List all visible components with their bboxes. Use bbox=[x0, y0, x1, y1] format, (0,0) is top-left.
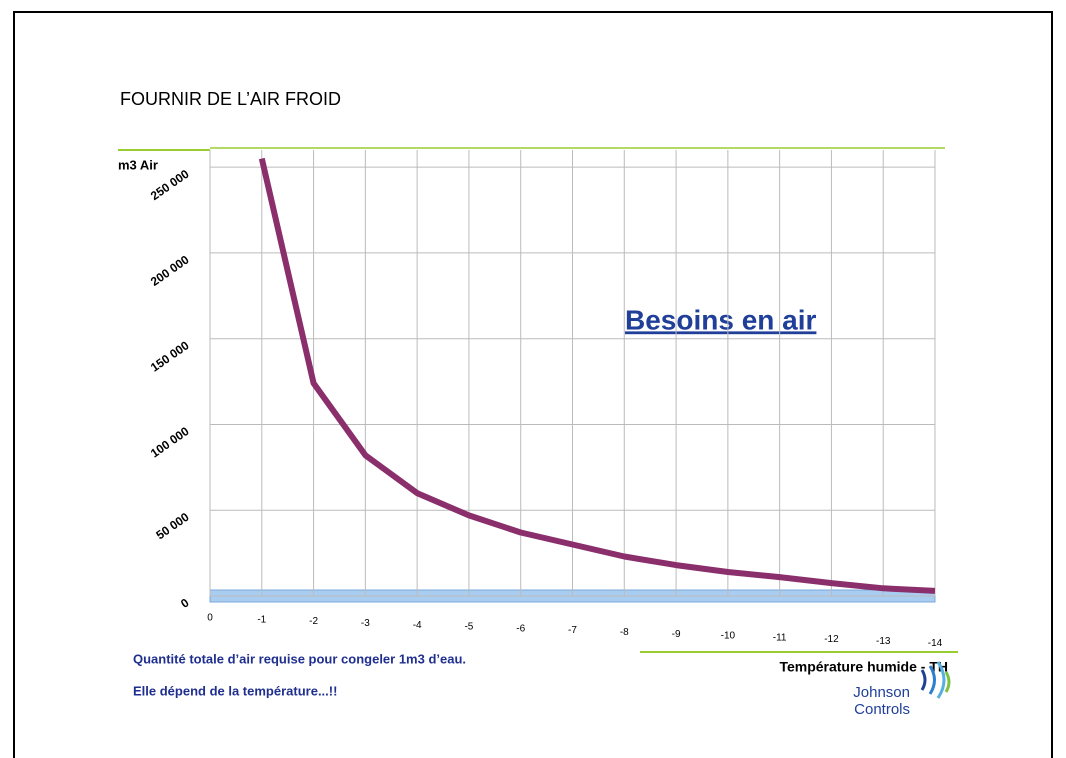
note: Elle dépend de la température...!! bbox=[133, 683, 337, 698]
x-tick-label: -13 bbox=[876, 636, 891, 647]
x-tick-label: -1 bbox=[257, 614, 266, 625]
x-axis-label: Température humide - TH bbox=[779, 659, 948, 675]
data-line bbox=[258, 157, 935, 594]
x-tick-label: -3 bbox=[361, 618, 370, 629]
x-tick-label: -5 bbox=[464, 622, 473, 633]
slide-border bbox=[13, 11, 1053, 758]
y-tick-label: 100 000 bbox=[148, 424, 192, 461]
x-tick-label: -2 bbox=[309, 616, 318, 627]
x-tick-label: -9 bbox=[672, 629, 681, 640]
y-tick-label: 150 000 bbox=[148, 338, 192, 375]
annotation: Besoins en air bbox=[625, 304, 817, 335]
x-tick-label: -14 bbox=[928, 638, 943, 649]
x-tick-label: -6 bbox=[516, 623, 525, 634]
logo-icon bbox=[920, 661, 951, 699]
y-tick-label: 50 000 bbox=[153, 510, 191, 543]
note: Quantité totale d’air requise pour conge… bbox=[133, 651, 466, 666]
x-tick-label: -8 bbox=[620, 627, 629, 638]
x-tick-label: -7 bbox=[568, 625, 577, 636]
y-axis-label: m3 Air bbox=[118, 157, 158, 172]
slide-title: FOURNIR DE L’AIR FROID bbox=[120, 89, 341, 109]
x-tick-label: 0 bbox=[207, 613, 213, 624]
x-tick-label: -10 bbox=[721, 631, 736, 642]
x-tick-label: -4 bbox=[413, 620, 422, 631]
y-tick-label: 0 bbox=[178, 595, 192, 610]
x-tick-label: -12 bbox=[824, 634, 839, 645]
logo-text: Johnson bbox=[853, 684, 910, 701]
y-tick-label: 200 000 bbox=[148, 252, 192, 289]
logo-text: Controls bbox=[854, 701, 910, 718]
x-tick-label: -11 bbox=[773, 632, 787, 643]
